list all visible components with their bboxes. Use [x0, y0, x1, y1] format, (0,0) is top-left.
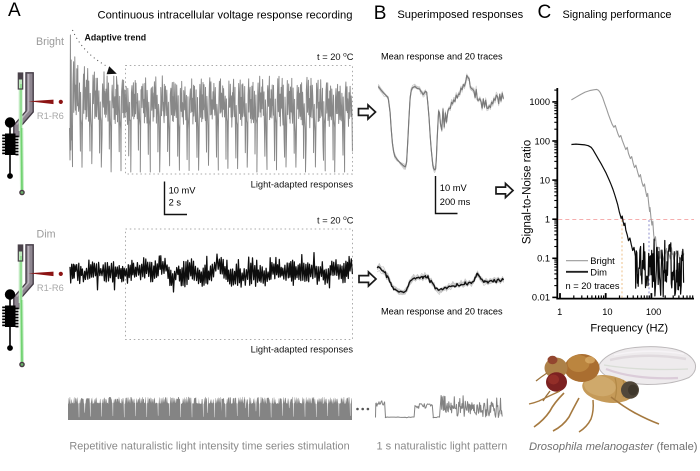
svg-text:Mean response and 20 traces: Mean response and 20 traces — [381, 307, 503, 317]
svg-text:t = 20 oC: t = 20 oC — [317, 52, 354, 63]
svg-text:Signaling performance: Signaling performance — [563, 9, 672, 21]
svg-text:B: B — [374, 3, 387, 24]
svg-text:Repetitive naturalistic light: Repetitive naturalistic light intensity … — [69, 441, 349, 453]
svg-text:1000: 1000 — [529, 97, 550, 107]
svg-text:100: 100 — [534, 136, 550, 146]
svg-text:Dim: Dim — [37, 228, 56, 240]
svg-text:R1-R6: R1-R6 — [37, 111, 64, 121]
svg-text:Continuous intracellular volta: Continuous intracellular voltage respons… — [98, 10, 353, 22]
svg-text:C: C — [538, 2, 552, 23]
svg-text:10: 10 — [540, 175, 550, 185]
svg-text:Dim: Dim — [590, 266, 607, 277]
svg-text:A: A — [8, 0, 21, 21]
svg-text:1 s naturalistic light pattern: 1 s naturalistic light pattern — [377, 441, 508, 453]
svg-text:n = 20 traces: n = 20 traces — [566, 281, 620, 291]
svg-text:R1-R6: R1-R6 — [37, 283, 64, 293]
svg-text:10 mV: 10 mV — [440, 183, 468, 193]
svg-text:Light-adapted responses: Light-adapted responses — [251, 180, 354, 190]
svg-text:Light-adapted responses: Light-adapted responses — [251, 345, 354, 355]
svg-text:1: 1 — [557, 307, 562, 317]
svg-text:Bright: Bright — [36, 36, 64, 48]
svg-text:10 mV: 10 mV — [169, 185, 197, 195]
svg-text:Adaptive trend: Adaptive trend — [85, 33, 147, 43]
svg-text:Superimposed responses: Superimposed responses — [397, 9, 523, 21]
svg-text:200 ms: 200 ms — [440, 197, 471, 207]
svg-text:1: 1 — [545, 215, 550, 225]
svg-text:Frequency (HZ): Frequency (HZ) — [590, 323, 668, 335]
svg-text:Drosophila melanogaster (femal: Drosophila melanogaster (female) — [529, 441, 698, 453]
svg-text:Mean response and 20 traces: Mean response and 20 traces — [381, 52, 503, 62]
svg-text:0.01: 0.01 — [532, 293, 550, 303]
svg-text:10: 10 — [602, 307, 612, 317]
svg-text:Signal-to-Noise ratio: Signal-to-Noise ratio — [522, 140, 534, 244]
svg-text:0.1: 0.1 — [537, 254, 550, 264]
svg-text:100: 100 — [646, 307, 662, 317]
svg-text:t = 20 oC: t = 20 oC — [317, 215, 354, 226]
svg-text:Bright: Bright — [590, 255, 615, 266]
svg-text:2 s: 2 s — [169, 197, 182, 207]
